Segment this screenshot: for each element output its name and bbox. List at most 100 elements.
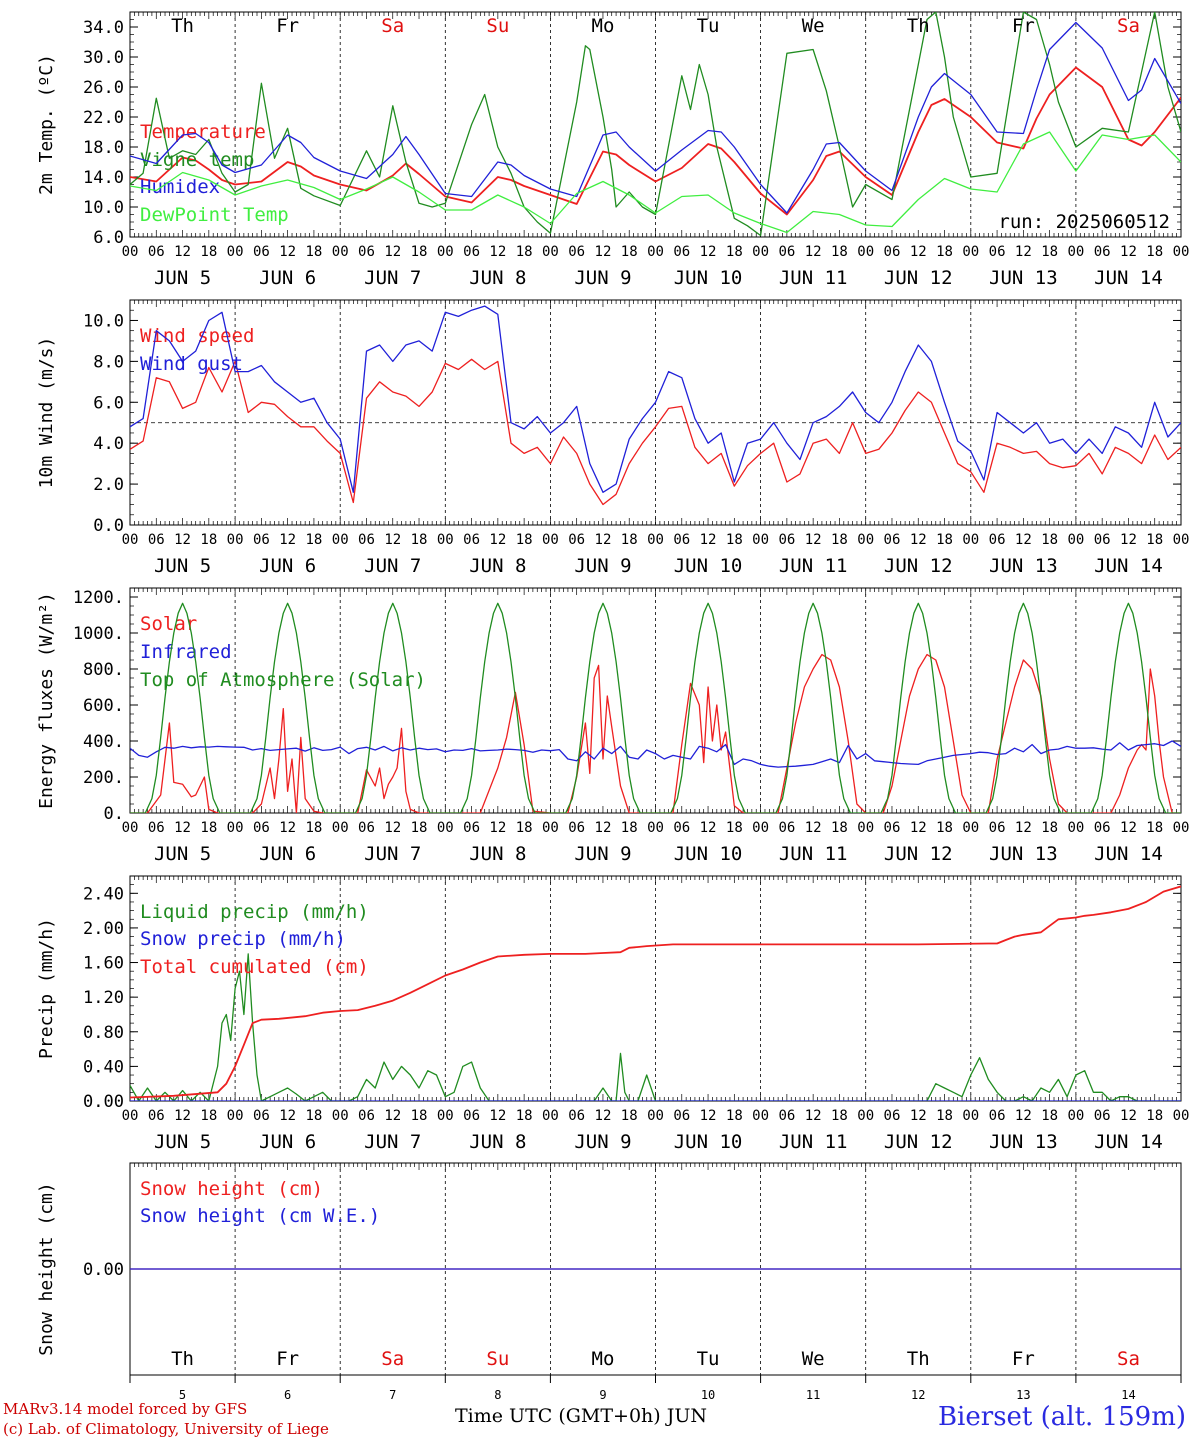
hour-tick-label: 00 <box>962 1108 979 1124</box>
hour-tick-label: 18 <box>200 820 217 836</box>
date-label: JUN 10 <box>674 843 743 865</box>
hour-tick-label: 18 <box>831 244 848 260</box>
hour-tick-label: 18 <box>516 532 533 548</box>
date-label: JUN 14 <box>1094 267 1163 289</box>
hour-tick-label: 00 <box>332 532 349 548</box>
hour-tick-label: 06 <box>1094 244 1111 260</box>
hour-tick-label: 18 <box>1146 532 1163 548</box>
day-number-label: 9 <box>599 1388 606 1402</box>
hour-tick-label: 06 <box>463 820 480 836</box>
hour-tick-label: 18 <box>831 820 848 836</box>
hour-tick-label: 06 <box>568 1108 585 1124</box>
series-line-vigne-temp <box>130 12 1181 237</box>
date-label: JUN 14 <box>1094 1131 1163 1153</box>
weekday-label: Th <box>907 1348 930 1370</box>
hour-tick-label: 00 <box>227 820 244 836</box>
hour-tick-label: 18 <box>936 532 953 548</box>
hour-tick-label: 18 <box>726 820 743 836</box>
weekday-label: Th <box>171 1348 194 1370</box>
date-label: JUN 8 <box>469 843 526 865</box>
day-number-label: 8 <box>494 1388 501 1402</box>
hour-tick-label: 12 <box>595 532 612 548</box>
hour-tick-label: 18 <box>621 820 638 836</box>
hour-tick-label: 06 <box>1094 820 1111 836</box>
legend-entry: DewPoint Temp <box>140 204 289 226</box>
hour-tick-label: 06 <box>148 244 165 260</box>
weekday-label: Sa <box>381 15 404 37</box>
hour-tick-label: 12 <box>384 244 401 260</box>
hour-tick-label: 12 <box>805 1108 822 1124</box>
hour-tick-label: 06 <box>778 244 795 260</box>
hour-tick-label: 06 <box>463 1108 480 1124</box>
y-tick-label: 2.00 <box>83 919 124 939</box>
date-label: JUN 10 <box>674 267 743 289</box>
hour-tick-label: 00 <box>437 820 454 836</box>
date-label: JUN 9 <box>574 555 631 577</box>
lab-credit: (c) Lab. of Climatology, University of L… <box>3 1420 329 1438</box>
hour-tick-label: 18 <box>200 1108 217 1124</box>
hour-tick-label: 06 <box>568 244 585 260</box>
date-label: JUN 7 <box>364 555 421 577</box>
y-tick-label: 0.00 <box>83 1092 124 1112</box>
hour-tick-label: 12 <box>700 820 717 836</box>
y-tick-label: 34.0 <box>83 18 124 38</box>
weekday-label: Sa <box>1117 1348 1140 1370</box>
date-label: JUN 14 <box>1094 843 1163 865</box>
hour-tick-label: 06 <box>358 820 375 836</box>
hour-tick-label: 00 <box>122 532 139 548</box>
hour-tick-label: 12 <box>1015 1108 1032 1124</box>
date-label: JUN 13 <box>989 267 1058 289</box>
hour-tick-label: 12 <box>1015 820 1032 836</box>
hour-tick-label: 12 <box>384 1108 401 1124</box>
hour-tick-label: 00 <box>647 532 664 548</box>
hour-tick-label: 12 <box>279 244 296 260</box>
hour-tick-label: 06 <box>989 1108 1006 1124</box>
date-label: JUN 6 <box>259 267 316 289</box>
y-tick-label: 10.0 <box>83 311 124 331</box>
weekday-label: Th <box>907 15 930 37</box>
y-tick-label: 26.0 <box>83 78 124 98</box>
hour-tick-label: 18 <box>936 820 953 836</box>
hour-tick-label: 12 <box>1120 820 1137 836</box>
hour-tick-label: 12 <box>910 244 927 260</box>
hour-tick-label: 12 <box>279 532 296 548</box>
series-line-solar <box>130 653 1181 813</box>
hour-tick-label: 00 <box>437 1108 454 1124</box>
y-axis-label: Precip (mm/h) <box>36 918 57 1059</box>
hour-tick-label: 18 <box>936 244 953 260</box>
hour-tick-label: 06 <box>673 820 690 836</box>
hour-tick-label: 18 <box>726 244 743 260</box>
hour-tick-label: 18 <box>1041 820 1058 836</box>
weekday-label: Fr <box>1012 1348 1035 1370</box>
hour-tick-label: 00 <box>647 820 664 836</box>
series-line-top-of-atmosphere-solar- <box>130 602 1181 813</box>
hour-tick-label: 18 <box>411 244 428 260</box>
date-label: JUN 11 <box>779 555 848 577</box>
panel-snow: 0.00 Snow height (cm) Snow height (cm) Snow… <box>36 1162 1182 1402</box>
hour-tick-label: 00 <box>437 244 454 260</box>
hour-tick-label: 00 <box>542 532 559 548</box>
date-label: JUN 9 <box>574 267 631 289</box>
hour-tick-label: 00 <box>962 532 979 548</box>
legend-entry: Solar <box>140 613 197 635</box>
hour-tick-label: 12 <box>489 532 506 548</box>
date-label: JUN 12 <box>884 843 953 865</box>
day-number-label: 13 <box>1016 1388 1030 1402</box>
hour-tick-label: 18 <box>1146 820 1163 836</box>
hour-tick-label: 18 <box>831 1108 848 1124</box>
date-label: JUN 12 <box>884 267 953 289</box>
hour-tick-label: 06 <box>884 1108 901 1124</box>
series-line-total-cumulated-cm- <box>130 885 1181 1099</box>
legend-entry: Vigne temp <box>140 149 254 171</box>
panel-energy: 0. 200. 400. 600. 800. 1000. 1200. Energy fluxe… <box>36 587 1189 865</box>
time-axis-title: Time UTC (GMT+0h) JUN <box>455 1405 707 1427</box>
hour-tick-label: 18 <box>621 1108 638 1124</box>
hour-tick-label: 18 <box>516 1108 533 1124</box>
series-line-dewpoint-temp <box>130 131 1181 234</box>
y-tick-label: 4.0 <box>93 434 124 454</box>
hour-tick-label: 12 <box>384 532 401 548</box>
run-label: run: 2025060512 <box>998 211 1170 233</box>
series-line-temperature <box>130 66 1181 216</box>
date-label: JUN 13 <box>989 555 1058 577</box>
hour-tick-label: 12 <box>174 820 191 836</box>
